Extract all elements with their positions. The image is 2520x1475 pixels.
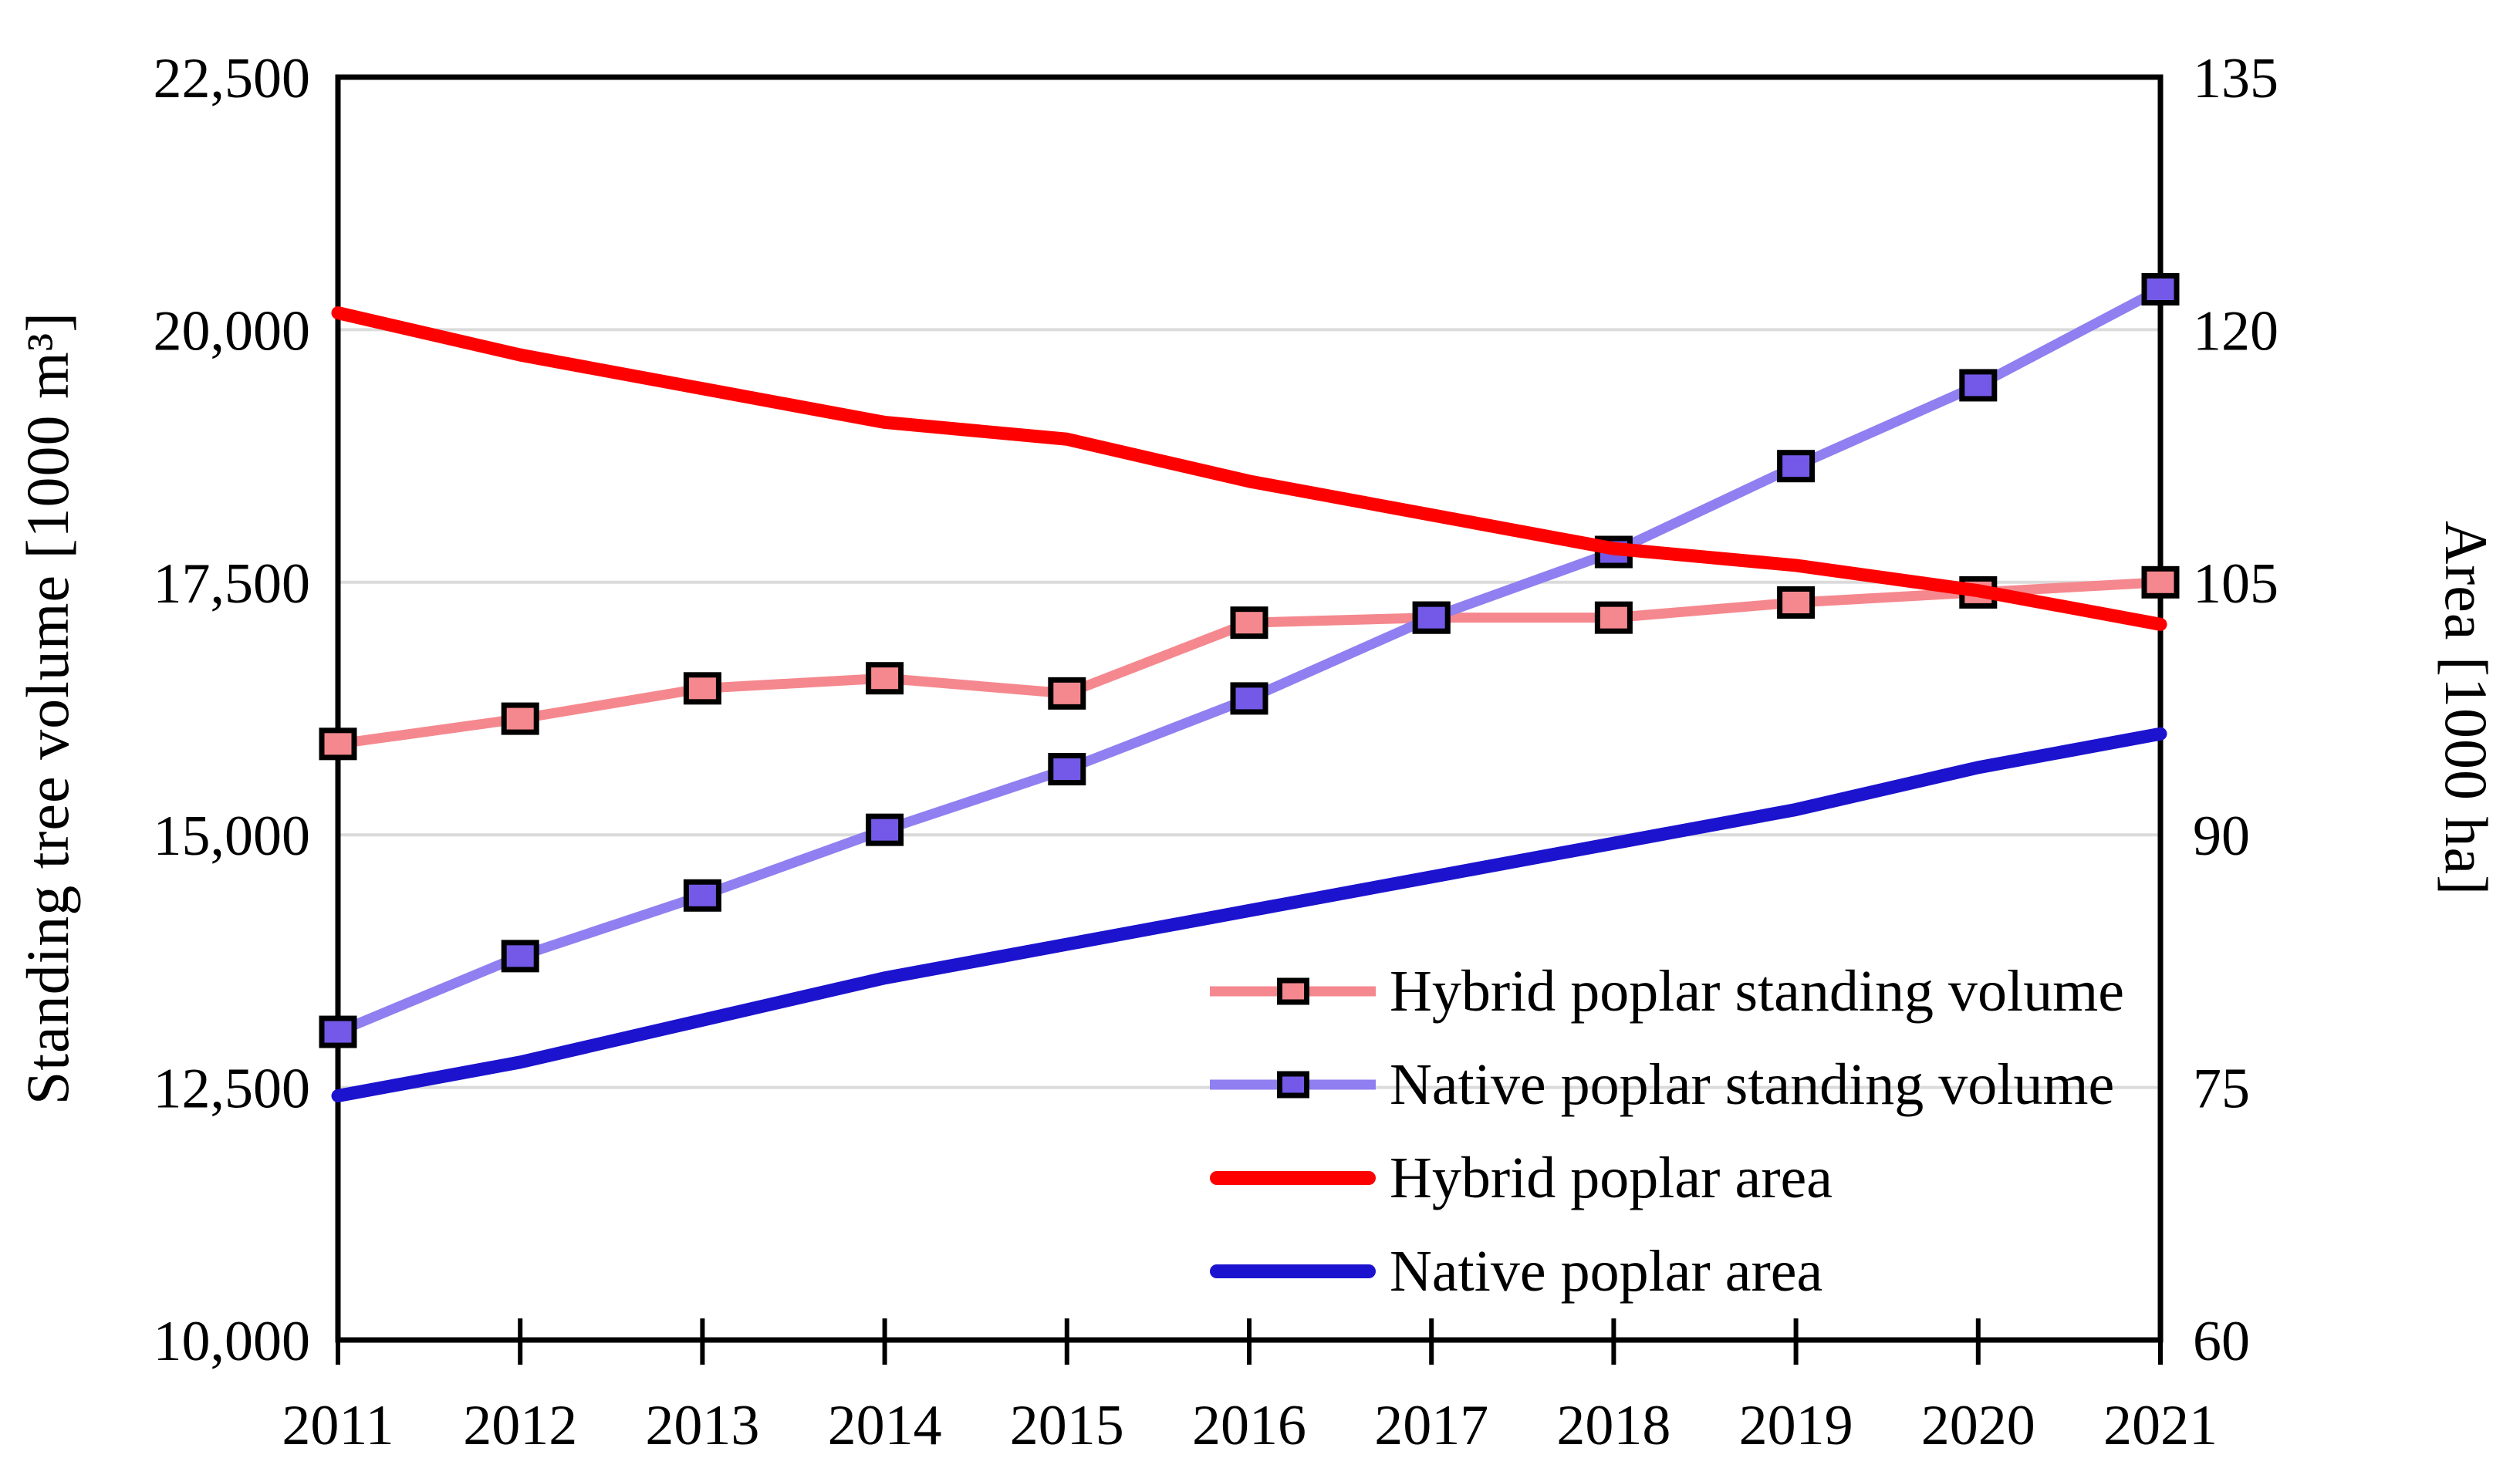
marker-1-2019 (1777, 450, 1816, 483)
marker-1-2016 (1230, 682, 1268, 715)
marker-1-2012 (501, 940, 539, 973)
legend-label: Native poplar standing volume (1390, 1051, 2115, 1117)
series-line-2 (331, 306, 2167, 631)
marker-1-2020 (1959, 369, 1998, 402)
x-tick-label: 2014 (828, 1394, 942, 1457)
x-tick-label: 2016 (1192, 1394, 1306, 1457)
x-tick-label: 2012 (463, 1394, 577, 1457)
y-left-tick-label: 17,500 (154, 552, 311, 616)
y-left-tick-label: 22,500 (154, 47, 311, 110)
marker-1-2017 (1412, 601, 1451, 634)
hybrid-volume-swatch-icon (1210, 974, 1376, 1008)
native-area-swatch-icon (1210, 1254, 1376, 1288)
y-left-tick-label: 20,000 (154, 299, 311, 363)
marker-0-2013 (683, 672, 721, 705)
legend-label: Hybrid poplar area (1390, 1145, 1833, 1210)
marker-1-2014 (866, 813, 904, 846)
x-tick-label: 2021 (2103, 1394, 2218, 1457)
legend-label: Native poplar area (1390, 1238, 1823, 1304)
x-tick-label: 2019 (1739, 1394, 1853, 1457)
y-right-tick-label: 120 (2193, 299, 2278, 363)
marker-0-2018 (1594, 601, 1633, 634)
y-right-tick-label: 135 (2193, 47, 2278, 110)
legend-item-native-area: Native poplar area (1210, 1234, 2124, 1308)
y-left-tick-label: 12,500 (154, 1058, 311, 1121)
y-left-axis-title: Standing tree volume [1000 m³] (14, 311, 81, 1105)
marker-0-2014 (866, 662, 904, 695)
x-tick-label: 2011 (282, 1394, 394, 1457)
x-tick-label: 2013 (645, 1394, 759, 1457)
y-left-tick-label: 10,000 (154, 1310, 311, 1373)
series-line-1 (336, 285, 2164, 1037)
marker-0-2016 (1230, 606, 1268, 640)
x-tick-label: 2020 (1921, 1394, 2035, 1457)
legend-label: Hybrid poplar standing volume (1390, 958, 2124, 1024)
plot-border (335, 74, 2164, 1343)
hybrid-area-swatch-icon (1210, 1161, 1376, 1195)
y-right-axis-title: Area [1000 ha] (2433, 520, 2500, 896)
marker-0-2019 (1777, 586, 1816, 619)
x-tick-label: 2018 (1556, 1394, 1670, 1457)
native-volume-swatch-icon (1210, 1068, 1376, 1102)
legend-item-native-volume: Native poplar standing volume (1210, 1048, 2124, 1122)
x-tick-label: 2015 (1010, 1394, 1124, 1457)
y-left-tick-label: 15,000 (154, 805, 311, 868)
marker-1-2015 (1048, 753, 1086, 786)
marker-0-2015 (1048, 677, 1086, 710)
marker-0-2011 (319, 727, 357, 761)
legend-item-hybrid-area: Hybrid poplar area (1210, 1141, 2124, 1215)
marker-1-2011 (319, 1015, 357, 1048)
y-right-tick-label: 75 (2193, 1058, 2250, 1121)
y-right-tick-label: 105 (2193, 552, 2278, 616)
y-right-tick-label: 60 (2193, 1310, 2250, 1373)
series-line-3 (331, 727, 2167, 1103)
y-right-tick-label: 90 (2193, 805, 2250, 868)
marker-1-2021 (2141, 273, 2180, 306)
marker-0-2012 (501, 702, 539, 735)
legend-item-hybrid-volume: Hybrid poplar standing volume (1210, 954, 2124, 1028)
x-tick-label: 2017 (1374, 1394, 1488, 1457)
marker-0-2021 (2141, 565, 2180, 599)
marker-1-2013 (683, 879, 721, 912)
legend: Hybrid poplar standing volume Native pop… (1210, 954, 2124, 1308)
